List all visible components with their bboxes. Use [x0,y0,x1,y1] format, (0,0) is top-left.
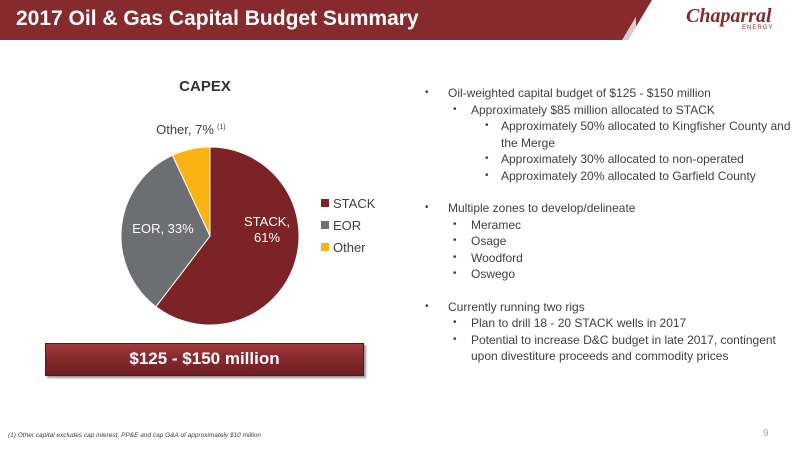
bullet-dot: • [485,120,489,131]
bullet-text: Currently running two rigs [448,299,585,314]
slice-label-stack: STACK, 61% [244,214,290,245]
logo-wordmark: Chaparral [686,5,772,27]
bullet-dot: • [425,202,429,213]
bullet-dot: • [453,333,457,345]
budget-banner: $125 - $150 million [45,343,364,376]
bullet-level-2: • Approximately $85 million allocated to … [425,102,795,119]
bullet-text: Meramec [471,217,522,232]
bullet-list: • Oil-weighted capital budget of $125 - $… [425,85,795,365]
legend-item-stack: STACK [321,192,375,214]
bullet-text: Woodford [471,250,523,265]
other-footnote-marker: (1) [217,124,226,131]
chart-title: CAPEX [179,78,231,95]
bullet-level-2: • Plan to drill 18 - 20 STACK wells in 20… [425,315,795,332]
bullet-text: Potential to increase D&C budget in late… [471,332,776,364]
bullet-dot: • [453,251,457,263]
bullet-text: Osage [471,234,507,248]
bullet-dot: • [453,235,457,246]
bullet-level-1: • Currently running two rigs [425,299,795,316]
slice-label-other: Other, 7% [156,122,214,137]
legend-item-eor: EOR [321,214,375,236]
logo-subtitle: ENERGY [742,25,774,31]
bullet-level-3: • Approximately 50% allocated to Kingfish… [425,118,795,151]
bullet-level-1: • Multiple zones to develop/delineate [425,200,795,217]
bullet-text: Oswego [471,267,516,281]
bullet-level-3: • Approximately 20% allocated to Garfield… [425,168,795,185]
bullet-level-2: • Oswego [425,266,795,283]
budget-banner-text: $125 - $150 million [129,349,280,368]
pie-slice-stack [155,146,300,326]
slice-label-eor: EOR, 33% [132,221,194,236]
bullet-level-2: • Meramec [425,217,795,234]
bullet-text: Approximately 50% allocated to Kingfishe… [501,119,791,150]
title-bar: 2017 Oil & Gas Capital Budget Summary Ch… [0,0,800,40]
page-number: 9 [763,428,769,439]
bullet-dot: • [425,87,429,98]
bullet-dot: • [485,153,489,164]
slide-title: 2017 Oil & Gas Capital Budget Summary [16,7,419,30]
bullet-text: Approximately $85 million allocated to S… [471,102,715,117]
legend-swatch [321,199,329,207]
bullet-level-2: • Woodford [425,250,795,267]
footnote: (1) Other capital excludes cap interest,… [8,432,262,439]
bullet-level-1: • Oil-weighted capital budget of $125 - $… [425,85,795,102]
bullet-dot: • [425,300,429,312]
bullet-text: Oil-weighted capital budget of $125 - $1… [448,86,711,100]
bullet-text: Approximately 20% allocated to Garfield … [501,168,756,183]
legend-label: EOR [333,217,362,233]
chart-legend: STACK EOR Other [321,192,375,258]
bullet-dot: • [453,317,457,328]
bullet-level-2: • Osage [425,233,795,250]
legend-swatch [321,221,329,229]
bullet-text: Plan to drill 18 - 20 STACK wells in 201… [471,316,687,330]
pie-slice-other [171,146,211,237]
bullet-level-3: • Approximately 30% allocated to non-oper… [425,151,795,168]
legend-label: STACK [333,195,376,211]
legend-label: Other [333,239,366,255]
bullet-dot: • [453,103,457,115]
legend-swatch [321,243,329,251]
legend-item-other: Other [321,236,375,258]
company-logo: Chaparral ENERGY [680,3,784,37]
bullet-text: Multiple zones to develop/delineate [448,201,636,215]
pie-slice-eor [120,154,211,308]
bullet-level-2: • Potential to increase D&C budget in lat… [425,332,795,365]
bullet-dot: • [453,268,457,279]
bullet-dot: • [485,169,489,181]
bullet-dot: • [453,218,457,230]
bullet-text: Approximately 30% allocated to non-opera… [501,152,744,166]
header-logo-area [628,0,800,40]
